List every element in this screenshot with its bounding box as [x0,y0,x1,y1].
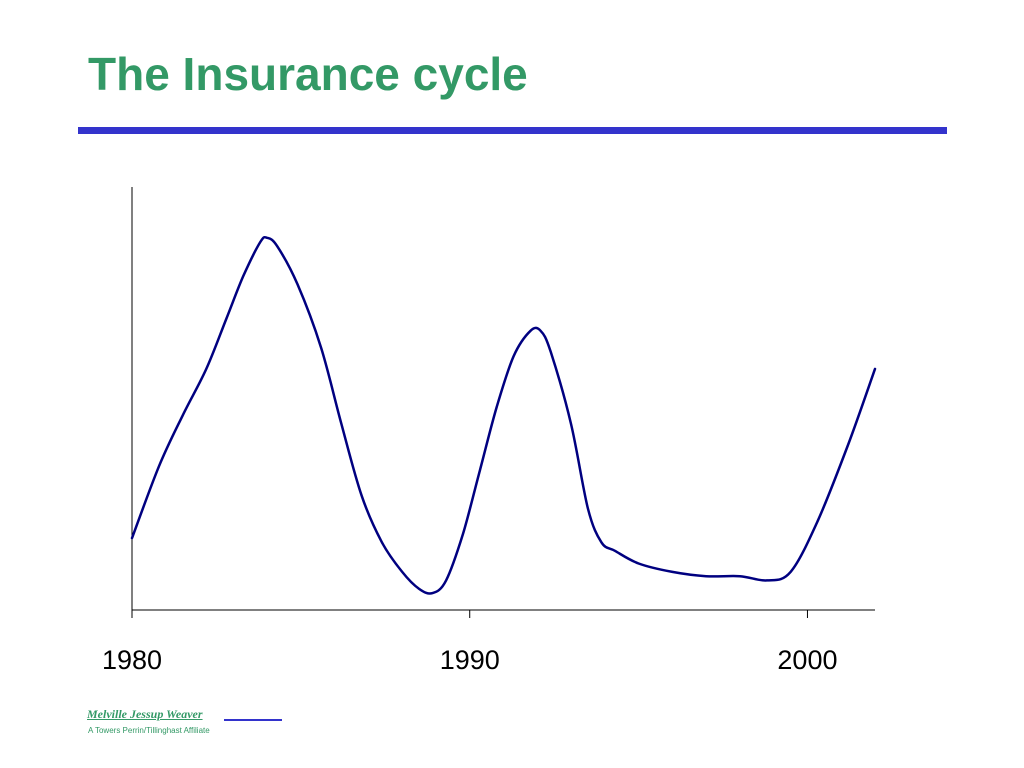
slide-title: The Insurance cycle [88,48,528,100]
x-axis-ticks: 1980 1990 2000 [102,610,837,675]
company-logo-text: Melville Jessup Weaver [87,707,203,721]
logo-underline-bar [224,719,282,721]
x-tick-label-1980: 1980 [102,645,162,675]
title-divider [78,127,947,134]
insurance-cycle-line [130,235,877,595]
company-affiliate-text: A Towers Perrin/Tillinghast Affiliate [88,726,210,735]
x-tick-label-2000: 2000 [777,645,837,675]
x-tick-label-1990: 1990 [440,645,500,675]
